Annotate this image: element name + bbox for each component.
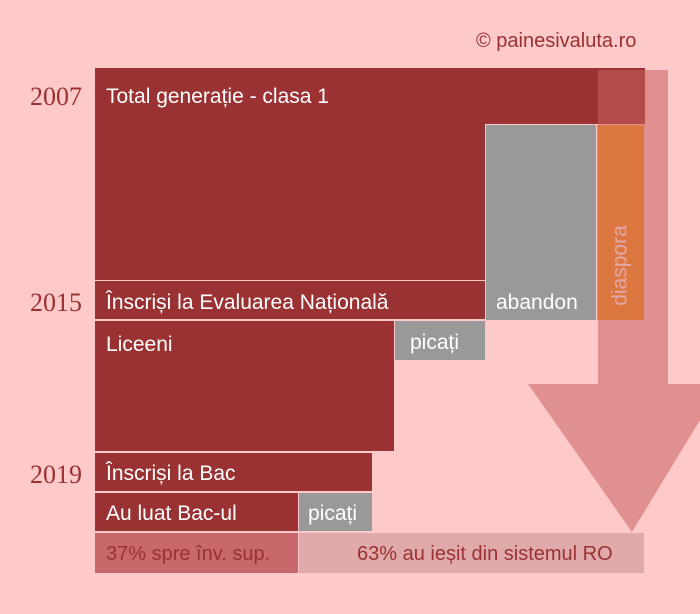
- diaspora-label: diaspora: [608, 225, 632, 306]
- year-2019: 2019: [30, 460, 82, 489]
- credit-text: © painesivaluta.ro: [476, 30, 637, 52]
- liceeni-label: Liceeni: [106, 333, 173, 356]
- liceeni-block: [95, 321, 394, 451]
- picati-evaluare-label: picați: [410, 331, 460, 354]
- picati-bac-block: [299, 493, 372, 531]
- inscrisi-bac-label: Înscriși la Bac: [106, 462, 236, 485]
- higher-education-label: 37% spre înv. sup.: [106, 543, 271, 565]
- evaluare-nationala-block: [95, 281, 485, 319]
- left-system-label: 63% au ieșit din sistemul RO: [357, 543, 613, 565]
- picati-bac-label: picați: [308, 502, 358, 525]
- evaluare-nationala-label: Înscriși la Evaluarea Națională: [106, 291, 389, 314]
- inscrisi-bac-block: [95, 453, 372, 491]
- picati-evaluare-block: [395, 321, 485, 360]
- higher-education-bar: [95, 533, 298, 573]
- year-2007: 2007: [30, 82, 82, 111]
- year-2015: 2015: [30, 288, 82, 317]
- total-generation-body: [95, 124, 485, 280]
- luat-bac-block: [95, 493, 298, 531]
- total-generation-label: Total generație - clasa 1: [106, 85, 329, 108]
- abandon-label: abandon: [496, 291, 578, 314]
- left-system-bar: [299, 533, 644, 573]
- luat-bac-label: Au luat Bac-ul: [106, 502, 237, 525]
